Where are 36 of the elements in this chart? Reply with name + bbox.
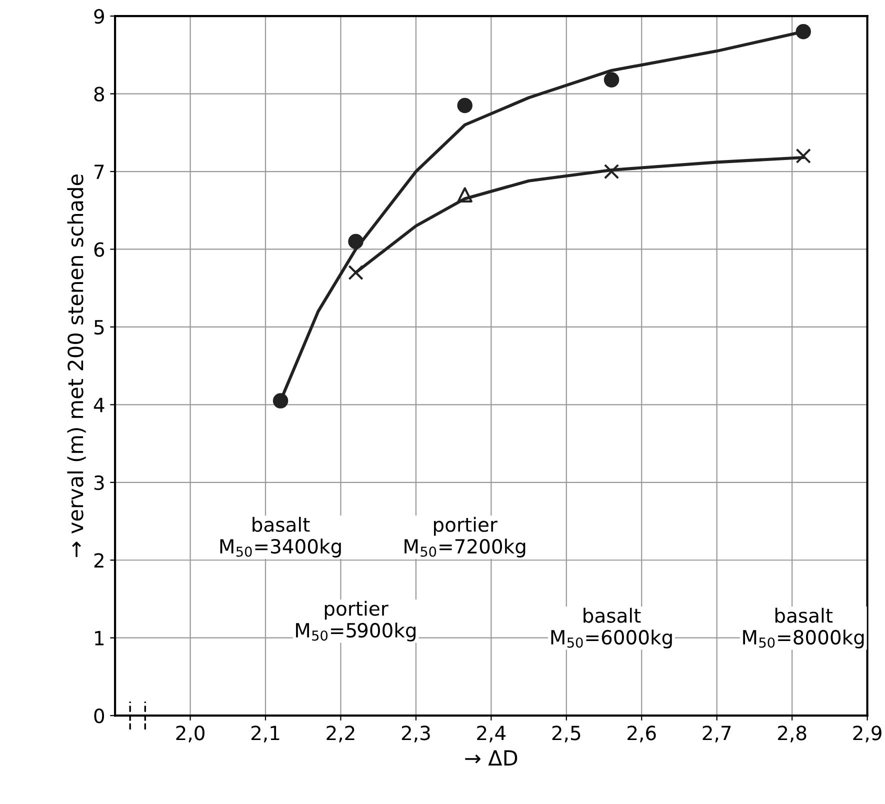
x-tick-label: 2,1: [251, 726, 280, 742]
point: [604, 72, 620, 88]
y-tick-label: 6: [94, 242, 104, 257]
annotation: portier M$_{50}$=7200kg: [404, 516, 526, 558]
y-tick-label: 0: [94, 708, 104, 724]
x-tick-label: 2,6: [628, 726, 656, 742]
annotation: basalt M$_{50}$=3400kg: [220, 516, 341, 558]
point: [796, 148, 811, 164]
point: [796, 24, 811, 40]
x-tick-label: 2,3: [402, 726, 430, 742]
y-tick-label: 3: [94, 475, 104, 490]
y-tick-label: 9: [94, 9, 104, 24]
point: [348, 264, 364, 280]
x-tick-label: 2,7: [702, 726, 731, 742]
y-tick-label: 8: [94, 86, 104, 102]
x-axis-title: → ΔD: [465, 750, 518, 766]
y-tick-label: 7: [94, 164, 104, 179]
x-tick-label: 2,2: [326, 726, 354, 742]
point: [457, 187, 472, 202]
annotation: basalt M$_{50}$=6000kg: [551, 608, 672, 648]
point: [604, 164, 620, 180]
x-tick-label: 2,9: [853, 726, 882, 742]
y-axis-title: → verval (m) met 200 stenen schade: [67, 174, 86, 558]
x-tick-label: 2,0: [176, 726, 204, 742]
x-tick-label: 2,8: [778, 726, 806, 742]
x-tick-label: 2,4: [477, 726, 506, 742]
x-tick-label: 2,5: [552, 726, 580, 742]
annotation: portier M$_{50}$=5900kg: [296, 600, 416, 642]
y-tick-label: 4: [94, 398, 104, 412]
point: [272, 393, 288, 408]
point: [457, 98, 472, 114]
y-tick-label: 2: [94, 553, 104, 568]
annotation: basalt M$_{50}$=8000kg: [743, 608, 864, 648]
y-tick-label: 5: [94, 320, 104, 335]
y-tick-label: 1: [95, 631, 104, 646]
point: [348, 234, 364, 250]
